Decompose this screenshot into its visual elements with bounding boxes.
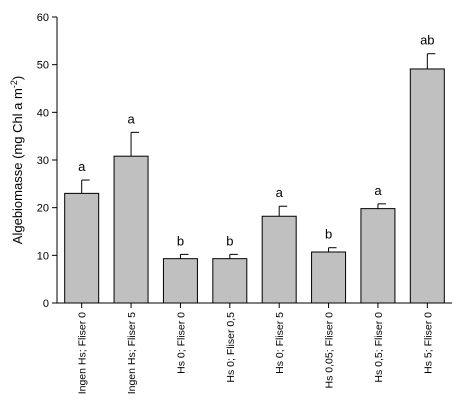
y-axis-label-main: Algebiomasse (mg Chl a m xyxy=(10,88,25,244)
y-tick-label: 0 xyxy=(43,298,49,310)
significance-label: ab xyxy=(420,33,434,48)
x-tick-label: Hs 5; Fliser 0 xyxy=(422,312,434,374)
y-tick-label: 20 xyxy=(37,203,49,215)
significance-label: b xyxy=(325,227,332,242)
significance-label: a xyxy=(374,183,382,198)
bar xyxy=(64,192,100,304)
y-tick-label: 40 xyxy=(37,107,49,119)
significance-label: b xyxy=(177,233,184,248)
significance-label: a xyxy=(78,159,86,174)
y-axis-label-close: ) xyxy=(10,76,25,80)
y-tick-label: 30 xyxy=(37,155,49,167)
y-tick-label: 60 xyxy=(37,12,49,24)
y-tick-label: 50 xyxy=(37,60,49,72)
y-axis-label-superscript: -2 xyxy=(9,80,19,88)
bar xyxy=(409,68,445,304)
bar xyxy=(212,258,248,304)
bar xyxy=(311,251,347,304)
x-tick-label: Ingen Hs; Fliser 5 xyxy=(126,312,138,394)
bar xyxy=(261,215,297,304)
x-tick-label: Hs 0,05; Fliser 0 xyxy=(324,312,336,389)
x-tick-label: Hs 0; Fliser 0,5 xyxy=(225,312,237,383)
bar xyxy=(113,155,149,304)
significance-label: a xyxy=(276,185,284,200)
x-tick-label: Ingen Hs; Fliser 0 xyxy=(77,312,89,394)
significance-label: a xyxy=(127,111,135,126)
x-tick-label: Hs 0,5; Fliser 0 xyxy=(373,312,385,383)
plot-area: 0 10 20 30 40 50 60 a Ingen Hs; Fliser 0 a Ingen H… xyxy=(37,12,452,394)
bar xyxy=(162,258,198,304)
significance-label: b xyxy=(226,233,233,248)
y-tick-label: 10 xyxy=(37,250,49,262)
x-tick-label: Hs 0; Fliser 5 xyxy=(274,312,286,374)
y-axis-label: Algebiomasse (mg Chl a m-2) xyxy=(9,76,25,244)
y-axis-label-group: Algebiomasse (mg Chl a m-2) xyxy=(9,76,25,244)
bar xyxy=(360,208,396,304)
x-tick-label: Hs 0; Fliser 0 xyxy=(175,312,187,374)
